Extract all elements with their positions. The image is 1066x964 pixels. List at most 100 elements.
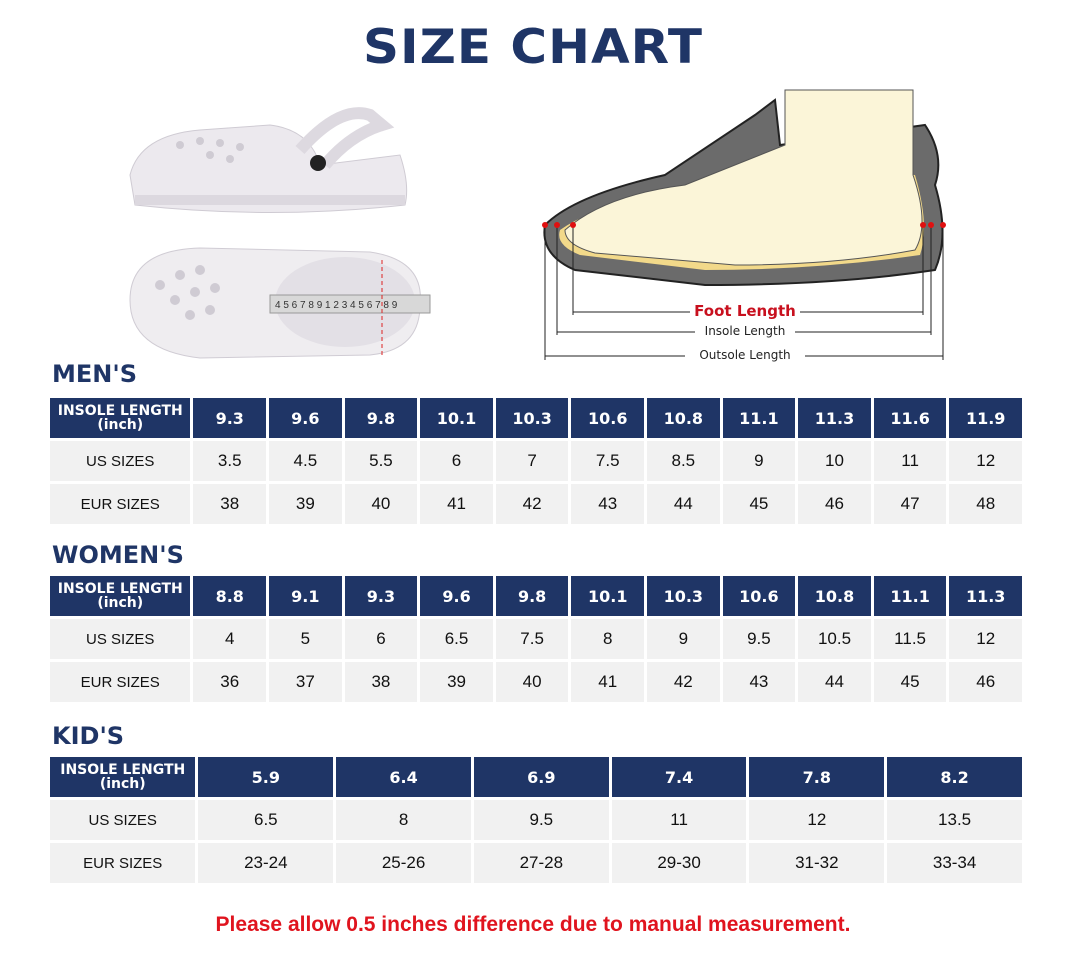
insole-cell: 7.4 bbox=[611, 757, 747, 797]
eur-sizes-label: EUR SIZES bbox=[50, 484, 191, 524]
insole-cell: 11.1 bbox=[722, 398, 796, 438]
eur-cell: 36 bbox=[193, 662, 267, 702]
unit-label: (inch) bbox=[99, 776, 146, 792]
eur-cell: 40 bbox=[344, 484, 418, 524]
eur-cell: 47 bbox=[873, 484, 947, 524]
table-row: EUR SIZES 36 37 38 39 40 41 42 43 44 45 46 bbox=[50, 662, 1022, 702]
insole-length-label: INSOLE LENGTH (inch) bbox=[50, 398, 191, 438]
insole-cell: 9.3 bbox=[193, 398, 267, 438]
eur-cell: 29-30 bbox=[611, 843, 747, 883]
insole-cell: 9.3 bbox=[344, 576, 418, 616]
insole-cell: 10.3 bbox=[495, 398, 569, 438]
insole-cell: 9.6 bbox=[420, 576, 493, 616]
size-table: INSOLE LENGTH (inch) 9.3 9.6 9.8 10.1 10.3 10.6… bbox=[47, 395, 1025, 527]
insole-cell: 10.1 bbox=[420, 398, 493, 438]
us-cell: 9.5 bbox=[473, 800, 609, 840]
outsole-length-label: Outsole Length bbox=[699, 348, 791, 362]
insole-cell: 7.8 bbox=[749, 757, 885, 797]
insole-cell: 9.6 bbox=[269, 398, 342, 438]
table-row: US SIZES 6.5 8 9.5 11 12 13.5 bbox=[50, 800, 1022, 840]
us-cell: 11 bbox=[611, 800, 747, 840]
measurement-note: Please allow 0.5 inches difference due t… bbox=[215, 913, 851, 936]
page-title: SIZE CHART bbox=[362, 19, 704, 75]
us-cell: 10 bbox=[798, 441, 871, 481]
section-heading: KID'S bbox=[52, 722, 125, 750]
us-cell: 6 bbox=[344, 619, 418, 659]
us-cell: 7.5 bbox=[571, 441, 645, 481]
eur-cell: 23-24 bbox=[198, 843, 334, 883]
table-row: INSOLE LENGTH (inch) 8.8 9.1 9.3 9.6 9.8 10.1 10… bbox=[50, 576, 1022, 616]
us-cell: 12 bbox=[949, 441, 1022, 481]
clog-top-image: 4 5 6 7 8 9 1 2 3 4 5 6 7 8 9 bbox=[129, 247, 431, 359]
insole-cell: 8.8 bbox=[193, 576, 267, 616]
eur-cell: 43 bbox=[722, 662, 796, 702]
insole-cell: 11.6 bbox=[873, 398, 947, 438]
us-cell: 7.5 bbox=[495, 619, 569, 659]
eur-cell: 40 bbox=[495, 662, 569, 702]
us-cell: 5.5 bbox=[344, 441, 418, 481]
us-cell: 12 bbox=[749, 800, 885, 840]
us-cell: 8 bbox=[336, 800, 471, 840]
us-cell: 9.5 bbox=[722, 619, 796, 659]
us-cell: 6 bbox=[420, 441, 493, 481]
us-cell: 11.5 bbox=[873, 619, 947, 659]
eur-cell: 45 bbox=[873, 662, 947, 702]
eur-cell: 43 bbox=[571, 484, 645, 524]
eur-cell: 44 bbox=[647, 484, 720, 524]
insole-cell: 6.9 bbox=[473, 757, 609, 797]
us-cell: 4 bbox=[193, 619, 267, 659]
unit-label: (inch) bbox=[97, 417, 144, 433]
insole-cell: 10.6 bbox=[571, 398, 645, 438]
us-sizes-label: US SIZES bbox=[50, 441, 191, 481]
insole-cell: 8.2 bbox=[887, 757, 1022, 797]
insole-length-label: INSOLE LENGTH (inch) bbox=[50, 576, 191, 616]
table-row: US SIZES 4 5 6 6.5 7.5 8 9 9.5 10.5 11.5 12 bbox=[50, 619, 1022, 659]
section-heading: WOMEN'S bbox=[52, 541, 184, 569]
insole-label: INSOLE LENGTH bbox=[57, 581, 183, 597]
us-cell: 12 bbox=[949, 619, 1022, 659]
foot-measurement-diagram bbox=[542, 89, 946, 363]
eur-cell: 42 bbox=[495, 484, 569, 524]
insole-length-label: Insole Length bbox=[704, 324, 786, 338]
table-row: EUR SIZES 23-24 25-26 27-28 29-30 31-32 33-34 bbox=[50, 843, 1022, 883]
us-cell: 5 bbox=[269, 619, 342, 659]
insole-cell: 10.8 bbox=[798, 576, 871, 616]
eur-cell: 45 bbox=[722, 484, 796, 524]
eur-cell: 38 bbox=[344, 662, 418, 702]
eur-sizes-label: EUR SIZES bbox=[50, 843, 196, 883]
eur-cell: 46 bbox=[949, 662, 1022, 702]
svg-text:4 5 6 7 8 9 1 2 3 4 5 6 7 8 9: 4 5 6 7 8 9 1 2 3 4 5 6 7 8 9 bbox=[275, 300, 398, 311]
us-cell: 3.5 bbox=[193, 441, 267, 481]
insole-label: INSOLE LENGTH bbox=[57, 403, 183, 419]
table-row: INSOLE LENGTH (inch) 9.3 9.6 9.8 10.1 10.3 10.6… bbox=[50, 398, 1022, 438]
table-row: EUR SIZES 38 39 40 41 42 43 44 45 46 47 48 bbox=[50, 484, 1022, 524]
eur-cell: 27-28 bbox=[473, 843, 609, 883]
eur-cell: 41 bbox=[571, 662, 645, 702]
us-cell: 6.5 bbox=[198, 800, 334, 840]
insole-cell: 10.3 bbox=[647, 576, 720, 616]
eur-cell: 48 bbox=[949, 484, 1022, 524]
eur-cell: 25-26 bbox=[336, 843, 471, 883]
insole-cell: 10.1 bbox=[571, 576, 645, 616]
unit-label: (inch) bbox=[97, 595, 144, 611]
size-table: INSOLE LENGTH (inch) 8.8 9.1 9.3 9.6 9.8 10.1 10… bbox=[47, 573, 1025, 705]
table-row: INSOLE LENGTH (inch) 5.9 6.4 6.9 7.4 7.8 8.2 bbox=[50, 757, 1022, 797]
us-cell: 9 bbox=[647, 619, 720, 659]
us-cell: 7 bbox=[495, 441, 569, 481]
us-cell: 9 bbox=[722, 441, 796, 481]
eur-cell: 44 bbox=[798, 662, 871, 702]
eur-cell: 31-32 bbox=[749, 843, 885, 883]
eur-cell: 38 bbox=[193, 484, 267, 524]
us-cell: 10.5 bbox=[798, 619, 871, 659]
eur-cell: 41 bbox=[420, 484, 493, 524]
insole-cell: 11.1 bbox=[873, 576, 947, 616]
insole-cell: 9.1 bbox=[269, 576, 342, 616]
eur-cell: 37 bbox=[269, 662, 342, 702]
insole-cell: 11.3 bbox=[798, 398, 871, 438]
eur-sizes-label: EUR SIZES bbox=[50, 662, 191, 702]
section-heading: MEN'S bbox=[52, 360, 137, 388]
eur-cell: 33-34 bbox=[887, 843, 1022, 883]
insole-cell: 11.9 bbox=[949, 398, 1022, 438]
us-cell: 8.5 bbox=[647, 441, 720, 481]
